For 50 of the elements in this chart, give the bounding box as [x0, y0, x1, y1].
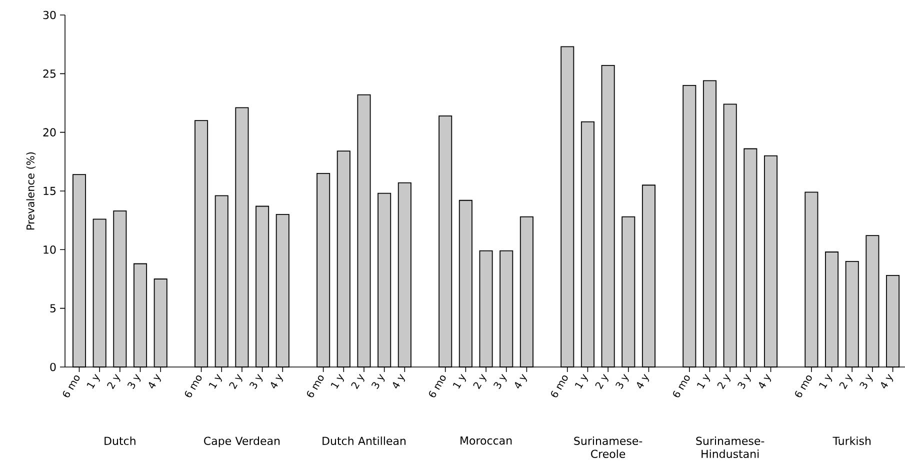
x-tick-label: 6 mo [673, 375, 690, 398]
y-axis-title: Prevalence (%) [26, 152, 36, 230]
y-tick-label: 0 [50, 362, 56, 372]
y-tick-label: 10 [44, 246, 56, 254]
x-tick-label: 6 mo [795, 375, 812, 398]
y-tick-label: 20 [43, 128, 56, 136]
x-tick-label: 1 y [208, 374, 222, 389]
x-tick-label: 4 y [636, 374, 650, 388]
x-tick-label: 4 y [392, 374, 405, 388]
x-tick-label: 4 y [270, 374, 283, 388]
text: Dutch Antillean [322, 436, 406, 446]
x-tick-label: 4 y [880, 374, 894, 388]
x-tick-label: 3 y [249, 374, 263, 389]
text: Turkish [832, 436, 871, 446]
x-tick-label: 6 mo [429, 375, 446, 398]
x-tick-label: 4 y [514, 374, 528, 388]
y-tick-label: 15 [44, 186, 56, 196]
x-tick-label: 1 y [697, 374, 710, 389]
y-tick-label: 25 [43, 70, 56, 78]
x-tick-label: 3 y [127, 374, 141, 389]
x-tick-label: 4 y [758, 374, 772, 388]
x-tick-label: 6 mo [62, 375, 80, 398]
text: Moroccan [460, 436, 512, 445]
text: Surinamese-Creole [574, 436, 642, 458]
x-tick-label: 2 y [351, 374, 364, 390]
x-tick-label: 1 y [819, 374, 832, 389]
text: Surinamese-Hindustani [696, 436, 764, 458]
x-tick-label: 2 y [839, 374, 852, 390]
text: Cape Verdean [204, 436, 280, 448]
x-tick-label: 3 y [860, 374, 873, 389]
x-tick-label: 4 y [148, 374, 161, 388]
x-tick-label: 6 mo [551, 375, 568, 398]
x-tick-label: 1 y [452, 374, 466, 389]
x-tick-label: 3 y [616, 374, 629, 389]
x-tick-label: 6 mo [307, 375, 324, 398]
x-tick-label: 6 mo [184, 375, 202, 398]
y-tick-label: 30 [43, 10, 56, 20]
x-tick-label: 2 y [229, 374, 242, 390]
x-tick-label: 1 y [330, 374, 344, 389]
x-tick-label: 3 y [494, 374, 507, 389]
x-tick-label: 1 y [86, 374, 100, 389]
x-tick-label: 3 y [371, 374, 385, 389]
y-tick-label: 5 [50, 304, 56, 312]
text: Dutch [104, 436, 136, 446]
x-tick-label: 2 y [595, 374, 608, 390]
x-tick-label: 3 y [738, 374, 751, 389]
x-tick-label: 2 y [107, 374, 120, 390]
x-tick-label: 2 y [717, 374, 730, 390]
x-tick-label: 2 y [473, 374, 486, 390]
x-tick-label: 1 y [575, 374, 588, 389]
